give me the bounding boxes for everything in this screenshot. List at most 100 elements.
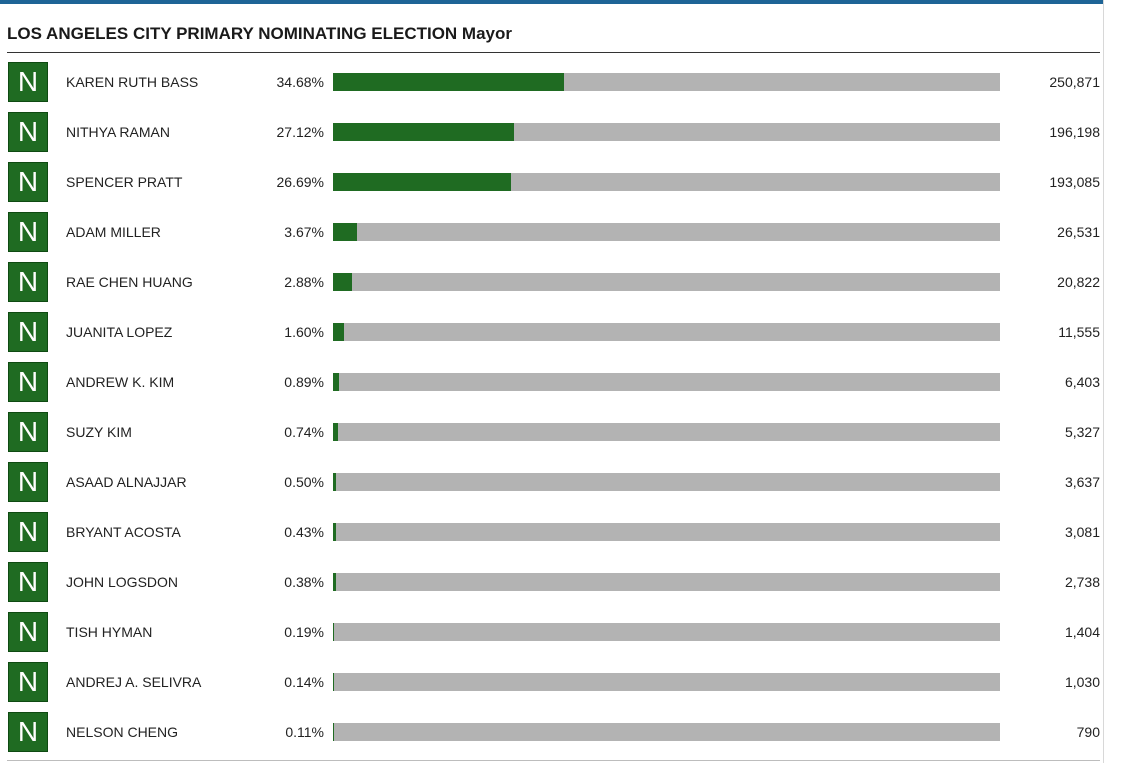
candidate-row: N NITHYA RAMAN 27.12% 196,198	[0, 107, 1104, 157]
candidate-name: RAE CHEN HUANG	[66, 274, 193, 290]
vote-bar-track	[333, 173, 1000, 191]
right-divider	[1103, 0, 1104, 763]
party-badge: N	[8, 662, 48, 702]
party-badge: N	[8, 562, 48, 602]
vote-bar-fill	[333, 423, 338, 441]
vote-bar-fill	[333, 173, 511, 191]
party-badge: N	[8, 212, 48, 252]
vote-percent: 0.14%	[284, 674, 324, 690]
candidate-name: BRYANT ACOSTA	[66, 524, 181, 540]
vote-bar-track	[333, 223, 1000, 241]
vote-count: 1,404	[1064, 624, 1100, 640]
vote-percent: 3.67%	[284, 224, 324, 240]
vote-bar-fill	[333, 523, 336, 541]
vote-count: 250,871	[1049, 74, 1100, 90]
title-divider	[7, 52, 1100, 53]
vote-percent: 0.74%	[284, 424, 324, 440]
candidate-name: TISH HYMAN	[66, 624, 153, 640]
vote-bar-track	[333, 73, 1000, 91]
party-badge: N	[8, 412, 48, 452]
vote-bar-track	[333, 723, 1000, 741]
vote-count: 20,822	[1057, 274, 1100, 290]
party-badge: N	[8, 112, 48, 152]
candidate-name: SPENCER PRATT	[66, 174, 183, 190]
bottom-divider	[7, 760, 1100, 761]
candidate-name: JUANITA LOPEZ	[66, 324, 173, 340]
candidate-row: N ASAAD ALNAJJAR 0.50% 3,637	[0, 457, 1104, 507]
candidate-row: N NELSON CHENG 0.11% 790	[0, 707, 1104, 757]
candidate-name: NITHYA RAMAN	[66, 124, 170, 140]
candidate-name: ANDREJ A. SELIVRA	[66, 674, 202, 690]
vote-count: 6,403	[1064, 374, 1100, 390]
vote-bar-fill	[333, 473, 336, 491]
vote-count: 790	[1076, 724, 1100, 740]
vote-bar-track	[333, 273, 1000, 291]
vote-bar-track	[333, 323, 1000, 341]
vote-count: 26,531	[1057, 224, 1100, 240]
candidate-name: ADAM MILLER	[66, 224, 161, 240]
candidate-row: N ANDREJ A. SELIVRA 0.14% 1,030	[0, 657, 1104, 707]
vote-bar-track	[333, 423, 1000, 441]
vote-bar-fill	[333, 273, 352, 291]
candidate-name: ANDREW K. KIM	[66, 374, 175, 390]
candidate-row: N JUANITA LOPEZ 1.60% 11,555	[0, 307, 1104, 357]
vote-count: 193,085	[1049, 174, 1100, 190]
candidate-row: N ANDREW K. KIM 0.89% 6,403	[0, 357, 1104, 407]
vote-bar-track	[333, 123, 1000, 141]
vote-count: 3,081	[1064, 524, 1100, 540]
vote-bar-fill	[333, 223, 357, 241]
party-badge: N	[8, 612, 48, 652]
vote-bar-fill	[333, 673, 334, 691]
vote-count: 2,738	[1064, 574, 1100, 590]
candidate-row: N ADAM MILLER 3.67% 26,531	[0, 207, 1104, 257]
vote-bar-track	[333, 473, 1000, 491]
vote-percent: 34.68%	[276, 74, 324, 90]
vote-bar-track	[333, 523, 1000, 541]
party-badge: N	[8, 512, 48, 552]
vote-percent: 0.50%	[284, 474, 324, 490]
vote-percent: 27.12%	[276, 124, 324, 140]
candidate-row: N RAE CHEN HUANG 2.88% 20,822	[0, 257, 1104, 307]
party-badge: N	[8, 712, 48, 752]
party-badge: N	[8, 262, 48, 302]
vote-count: 196,198	[1049, 124, 1100, 140]
candidate-name: JOHN LOGSDON	[66, 574, 179, 590]
vote-bar-fill	[333, 723, 334, 741]
vote-bar-fill	[333, 123, 514, 141]
party-badge: N	[8, 162, 48, 202]
page-title: LOS ANGELES CITY PRIMARY NOMINATING ELEC…	[7, 24, 513, 43]
party-badge: N	[8, 462, 48, 502]
candidate-list: N KAREN RUTH BASS 34.68% 250,871 N NITHY…	[0, 57, 1104, 757]
candidate-row: N KAREN RUTH BASS 34.68% 250,871	[0, 57, 1104, 107]
vote-percent: 26.69%	[276, 174, 324, 190]
vote-percent: 0.38%	[284, 574, 324, 590]
candidate-row: N SUZY KIM 0.74% 5,327	[0, 407, 1104, 457]
top-accent-bar	[0, 0, 1104, 4]
party-badge: N	[8, 62, 48, 102]
vote-bar-fill	[333, 323, 344, 341]
vote-bar-track	[333, 373, 1000, 391]
vote-bar-fill	[333, 623, 334, 641]
candidate-name: NELSON CHENG	[66, 724, 179, 740]
vote-bar-fill	[333, 73, 564, 91]
party-badge: N	[8, 362, 48, 402]
vote-percent: 0.43%	[284, 524, 324, 540]
vote-count: 1,030	[1064, 674, 1100, 690]
candidate-name: KAREN RUTH BASS	[66, 74, 199, 90]
vote-percent: 1.60%	[284, 324, 324, 340]
vote-bar-fill	[333, 573, 336, 591]
vote-percent: 0.19%	[284, 624, 324, 640]
party-badge: N	[8, 312, 48, 352]
vote-percent: 0.89%	[284, 374, 324, 390]
vote-count: 11,555	[1058, 324, 1100, 340]
candidate-row: N JOHN LOGSDON 0.38% 2,738	[0, 557, 1104, 607]
vote-count: 3,637	[1064, 474, 1100, 490]
candidate-row: N TISH HYMAN 0.19% 1,404	[0, 607, 1104, 657]
vote-bar-track	[333, 623, 1000, 641]
vote-bar-fill	[333, 373, 339, 391]
vote-count: 5,327	[1064, 424, 1100, 440]
vote-bar-track	[333, 573, 1000, 591]
candidate-row: N BRYANT ACOSTA 0.43% 3,081	[0, 507, 1104, 557]
vote-percent: 0.11%	[285, 724, 324, 740]
